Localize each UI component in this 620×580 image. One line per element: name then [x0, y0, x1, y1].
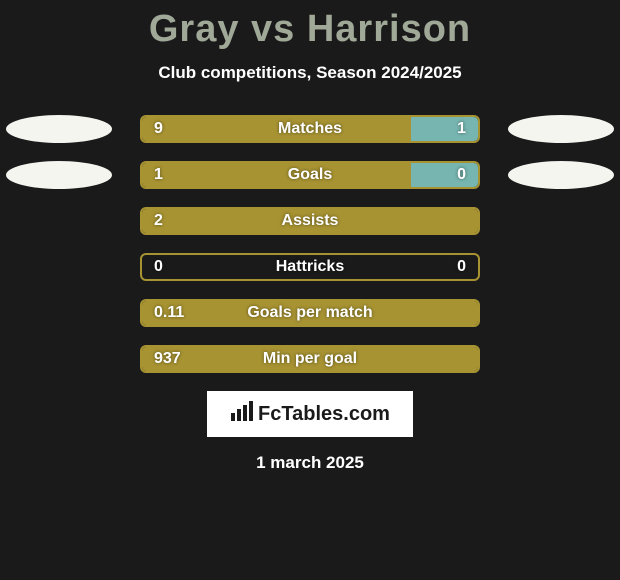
date: 1 march 2025 [0, 453, 620, 473]
spacer [6, 345, 112, 373]
logo-label: FcTables.com [258, 403, 390, 426]
stat-bar: 9Matches1 [140, 115, 480, 143]
spacer [508, 299, 614, 327]
spacer [508, 345, 614, 373]
page-title: Gray vs Harrison [0, 8, 620, 51]
stats-list: 9Matches11Goals02Assists0Hattricks00.11G… [0, 115, 620, 373]
stat-bar: 0Hattricks0 [140, 253, 480, 281]
spacer [6, 207, 112, 235]
stat-right-value: 0 [457, 255, 466, 279]
stat-bar: 2Assists [140, 207, 480, 235]
stat-name: Min per goal [142, 347, 478, 371]
player-right-marker [508, 115, 614, 143]
logo-box: FcTables.com [207, 391, 413, 437]
spacer [6, 299, 112, 327]
stat-row: 2Assists [0, 207, 620, 235]
logo-text: FcTables.com [230, 401, 390, 427]
stat-right-value: 1 [457, 117, 466, 141]
stat-row: 0Hattricks0 [0, 253, 620, 281]
stat-row: 0.11Goals per match [0, 299, 620, 327]
stat-name: Goals [142, 163, 478, 187]
infographic-container: Gray vs Harrison Club competitions, Seas… [0, 0, 620, 580]
subtitle: Club competitions, Season 2024/2025 [0, 63, 620, 83]
stat-name: Hattricks [142, 255, 478, 279]
stat-row: 1Goals0 [0, 161, 620, 189]
spacer [508, 253, 614, 281]
stat-bar: 937Min per goal [140, 345, 480, 373]
stat-row: 9Matches1 [0, 115, 620, 143]
stat-name: Goals per match [142, 301, 478, 325]
player-left-marker [6, 115, 112, 143]
player-right-marker [508, 161, 614, 189]
stat-right-value: 0 [457, 163, 466, 187]
stat-bar: 0.11Goals per match [140, 299, 480, 327]
spacer [508, 207, 614, 235]
stat-bar: 1Goals0 [140, 161, 480, 189]
player-left-marker [6, 161, 112, 189]
stat-name: Assists [142, 209, 478, 233]
stat-name: Matches [142, 117, 478, 141]
spacer [6, 253, 112, 281]
chart-icon [230, 401, 254, 427]
stat-row: 937Min per goal [0, 345, 620, 373]
